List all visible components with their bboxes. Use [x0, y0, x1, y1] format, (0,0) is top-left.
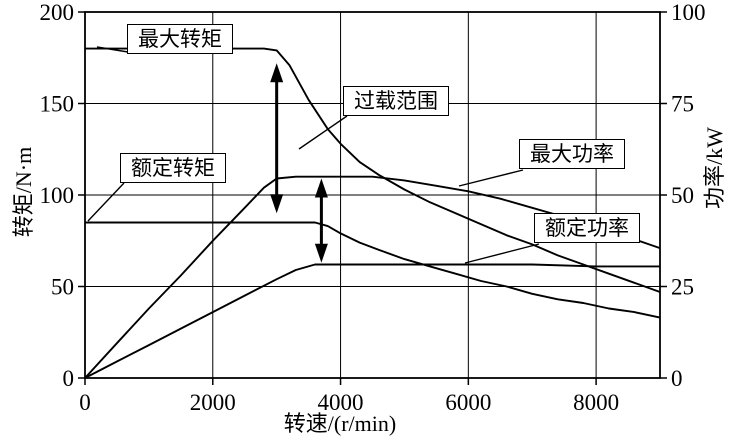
overload-arrow-up-icon	[270, 63, 284, 83]
overload-arrow-down-icon	[314, 243, 328, 263]
y-axis-left-title: 转矩/N·m	[11, 146, 36, 238]
max-power-label: 最大功率	[519, 139, 625, 170]
x-tick-label: 2000	[190, 390, 236, 415]
max-torque-curve	[85, 47, 661, 293]
label-leader-line	[87, 182, 125, 222]
x-tick-label: 6000	[445, 390, 491, 415]
y-right-tick-label: 50	[671, 183, 694, 208]
y-left-tick-label: 200	[40, 0, 75, 25]
y-right-tick-label: 0	[671, 366, 683, 391]
overload-arrow-up-icon	[314, 178, 328, 198]
rated-power-curve	[84, 263, 660, 379]
rated-power-label: 额定功率	[534, 213, 640, 244]
overload-arrow-down-icon	[270, 194, 284, 214]
x-axis-title: 转速/(r/min)	[283, 411, 397, 436]
y-left-tick-label: 50	[51, 275, 74, 300]
y-right-tick-label: 100	[671, 0, 706, 25]
rated-torque-curve	[85, 221, 661, 319]
label-leader-line	[298, 115, 348, 150]
y-axis-right-title: 功率/kW	[702, 127, 727, 209]
max-torque-label: 最大转矩	[127, 24, 233, 55]
overload-range-label: 过载范围	[343, 86, 449, 117]
x-tick-label: 8000	[573, 390, 619, 415]
y-left-tick-label: 0	[63, 366, 75, 391]
rated-torque-label: 额定转矩	[120, 153, 226, 184]
y-right-tick-label: 75	[671, 92, 694, 117]
label-leader-line	[96, 46, 129, 53]
y-left-tick-label: 100	[40, 183, 75, 208]
max-power-curve	[84, 175, 661, 379]
label-leader-line	[458, 169, 524, 187]
label-leader-line	[464, 243, 540, 264]
y-left-tick-label: 150	[40, 92, 75, 117]
x-tick-label: 4000	[318, 390, 364, 415]
x-tick-label: 0	[79, 390, 91, 415]
y-right-tick-label: 25	[671, 275, 694, 300]
